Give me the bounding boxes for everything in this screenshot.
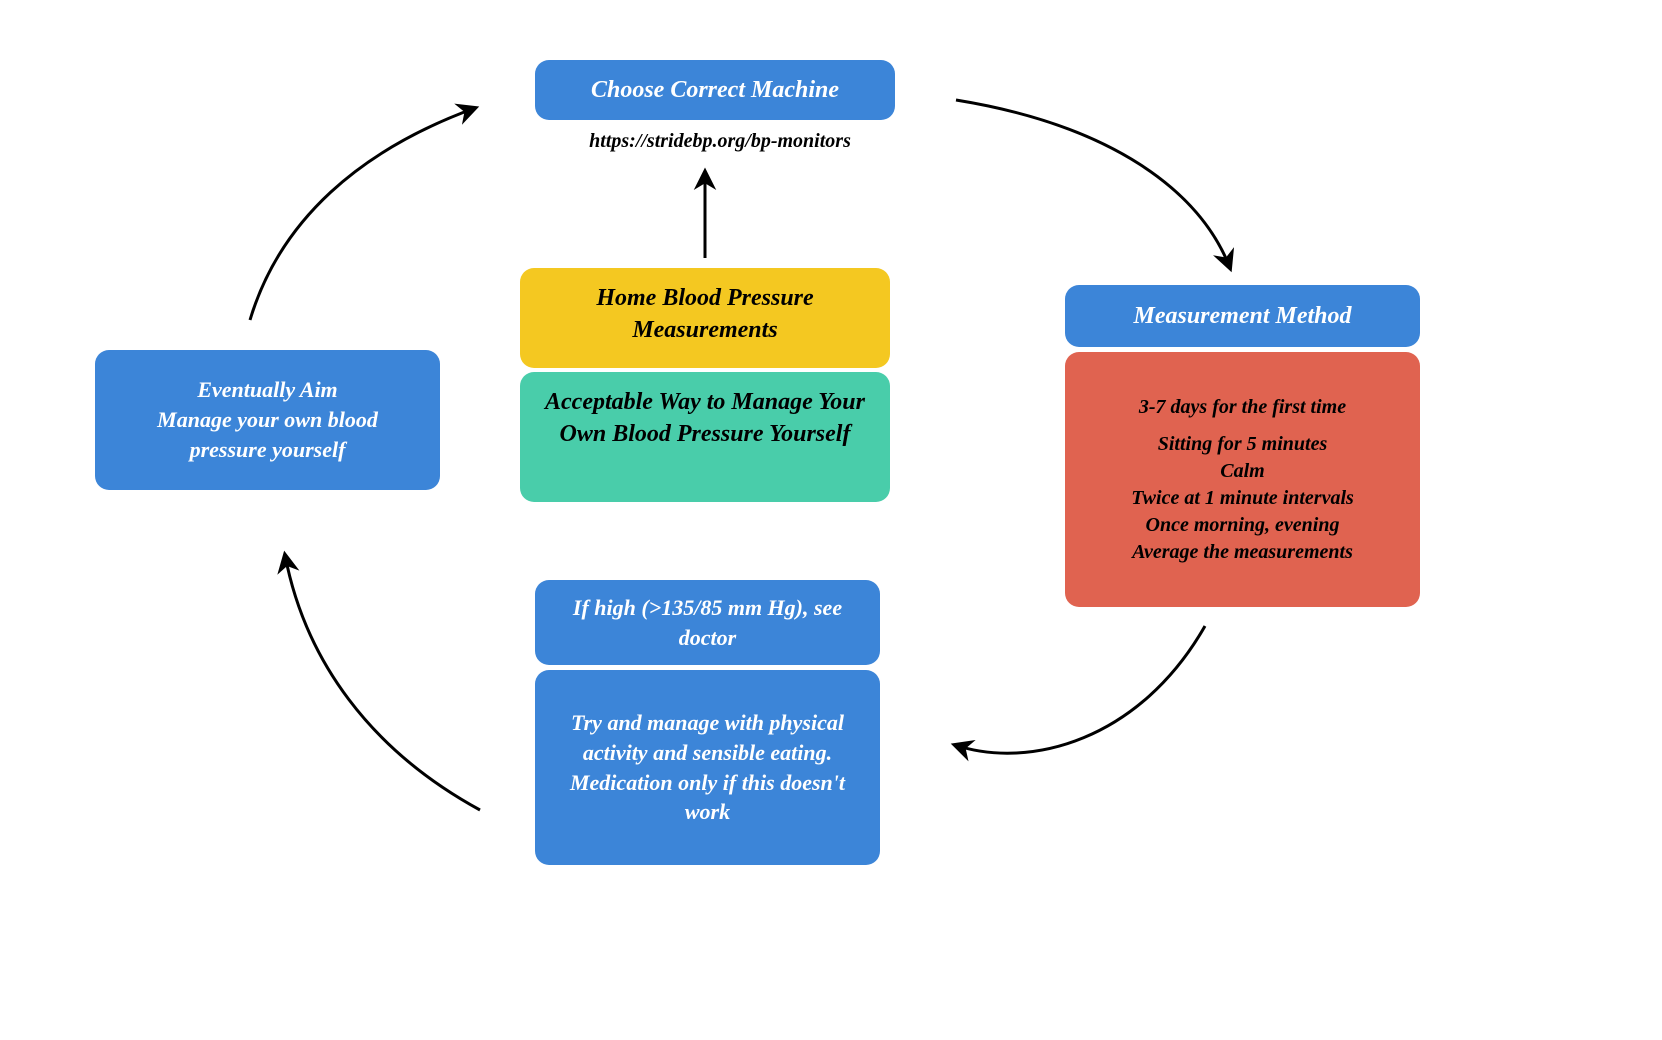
right-body-line-4: Twice at 1 minute intervals [1087, 485, 1398, 512]
arrow-left-top [250, 108, 475, 320]
node-center-title-text: Home Blood Pressure Measurements [596, 285, 813, 343]
node-bottom-header-text: If high (>135/85 mm Hg), see doctor [557, 593, 858, 652]
node-right-body: 3-7 days for the first time Sitting for … [1065, 352, 1420, 607]
node-left: Eventually Aim Manage your own blood pre… [95, 350, 440, 490]
node-center-sub: Acceptable Way to Manage Your Own Blood … [520, 372, 890, 502]
right-body-line-5: Once morning, evening [1087, 512, 1398, 539]
arrow-bottom-left [285, 555, 480, 810]
node-top-text: Choose Correct Machine [591, 74, 839, 106]
arrow-right-bottom [955, 626, 1205, 753]
right-body-line-1 [1087, 421, 1398, 431]
top-caption-text: https://stridebp.org/bp-monitors [589, 130, 851, 152]
node-left-text: Eventually Aim Manage your own blood pre… [117, 375, 418, 464]
arrow-top-right [956, 100, 1230, 268]
node-top: Choose Correct Machine [535, 60, 895, 120]
node-center-title: Home Blood Pressure Measurements [520, 268, 890, 368]
node-bottom-body-text: Try and manage with physical activity an… [557, 708, 858, 827]
node-bottom-header: If high (>135/85 mm Hg), see doctor [535, 580, 880, 665]
node-bottom-body: Try and manage with physical activity an… [535, 670, 880, 865]
node-right-header: Measurement Method [1065, 285, 1420, 347]
top-caption: https://stridebp.org/bp-monitors [540, 130, 900, 153]
node-right-header-text: Measurement Method [1133, 300, 1351, 332]
node-center-sub-text: Acceptable Way to Manage Your Own Blood … [545, 389, 865, 447]
right-body-line-6: Average the measurements [1087, 539, 1398, 566]
right-body-line-0: 3-7 days for the first time [1087, 394, 1398, 421]
diagram-canvas: Home Blood Pressure Measurements Accepta… [0, 0, 1662, 1040]
right-body-line-2: Sitting for 5 minutes [1087, 431, 1398, 458]
right-body-line-3: Calm [1087, 458, 1398, 485]
